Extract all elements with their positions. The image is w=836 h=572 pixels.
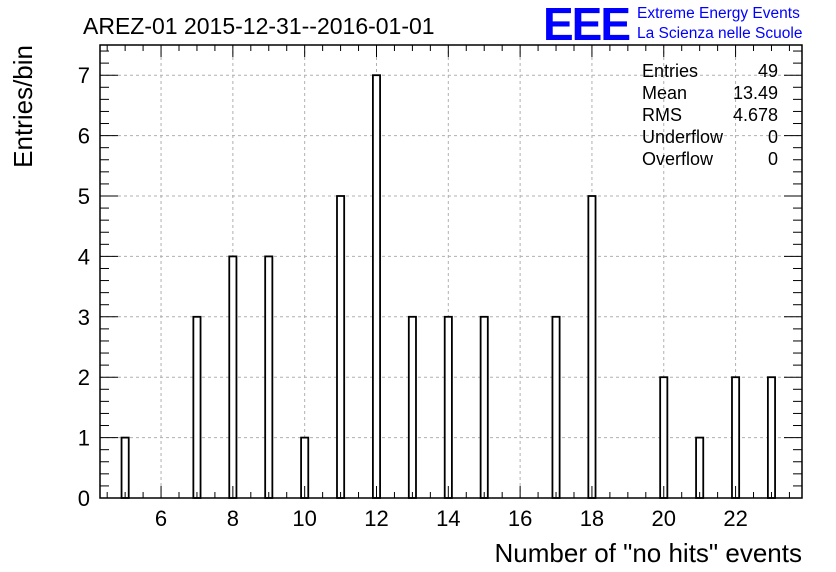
histogram-bar [407, 315, 417, 499]
y-tick-label: 4 [78, 244, 90, 269]
y-tick-label: 0 [78, 486, 90, 511]
x-tick-label: 10 [292, 506, 316, 531]
histogram-bar [264, 255, 274, 499]
stat-mean-value: 13.49 [733, 83, 778, 103]
histogram-bar [192, 315, 202, 499]
y-tick-label: 6 [78, 124, 90, 149]
histogram-bar [228, 255, 238, 499]
stat-rms-value: 4.678 [733, 105, 778, 125]
stats-box: Entries 49 Mean 13.49 RMS 4.678 Underflo… [642, 61, 778, 169]
y-tick-label: 1 [78, 426, 90, 451]
histogram-bar [551, 315, 561, 499]
y-tick-label: 7 [78, 63, 90, 88]
histogram-bar [120, 436, 130, 499]
histogram-bar [587, 195, 597, 499]
logo-line-2: La Scienza nelle Scuole [637, 25, 802, 42]
stat-underflow-label: Underflow [642, 127, 724, 147]
histogram-bar [731, 376, 741, 499]
histogram-bar [479, 315, 489, 499]
logo-line-1: Extreme Energy Events [637, 5, 800, 22]
stat-mean-label: Mean [642, 83, 687, 103]
x-tick-label: 8 [227, 506, 239, 531]
axis-ticks [100, 45, 802, 499]
x-tick-label: 6 [155, 506, 167, 531]
x-axis-label: Number of "no hits" events [495, 538, 803, 568]
x-tick-label: 22 [723, 506, 747, 531]
x-tick-label: 18 [580, 506, 604, 531]
stat-underflow-value: 0 [768, 127, 778, 147]
x-tick-label: 20 [652, 506, 676, 531]
histogram-bar [336, 195, 346, 499]
y-axis-label: Entries/bin [8, 45, 38, 168]
histogram-bar [659, 376, 669, 499]
stat-rms-label: RMS [642, 105, 682, 125]
histogram-bar [372, 74, 381, 499]
x-tick-label: 14 [436, 506, 460, 531]
stat-overflow-value: 0 [768, 149, 778, 169]
histogram-bar [443, 315, 453, 499]
y-tick-label: 2 [78, 365, 90, 390]
plot-frame [99, 44, 803, 499]
stat-entries-label: Entries [642, 61, 698, 81]
histogram-bar [766, 376, 776, 499]
x-tick-label: 12 [364, 506, 388, 531]
stat-overflow-label: Overflow [642, 149, 714, 169]
x-tick-label: 16 [508, 506, 532, 531]
logo-mark: EEE [543, 0, 629, 50]
y-tick-label: 3 [78, 305, 90, 330]
chart-title: AREZ-01 2015-12-31--2016-01-01 [83, 13, 435, 39]
y-tick-label: 5 [78, 184, 90, 209]
eee-logo: EEE Extreme Energy Events La Scienza nel… [543, 0, 802, 50]
stat-entries-value: 49 [758, 61, 778, 81]
histogram-bar [695, 436, 705, 499]
